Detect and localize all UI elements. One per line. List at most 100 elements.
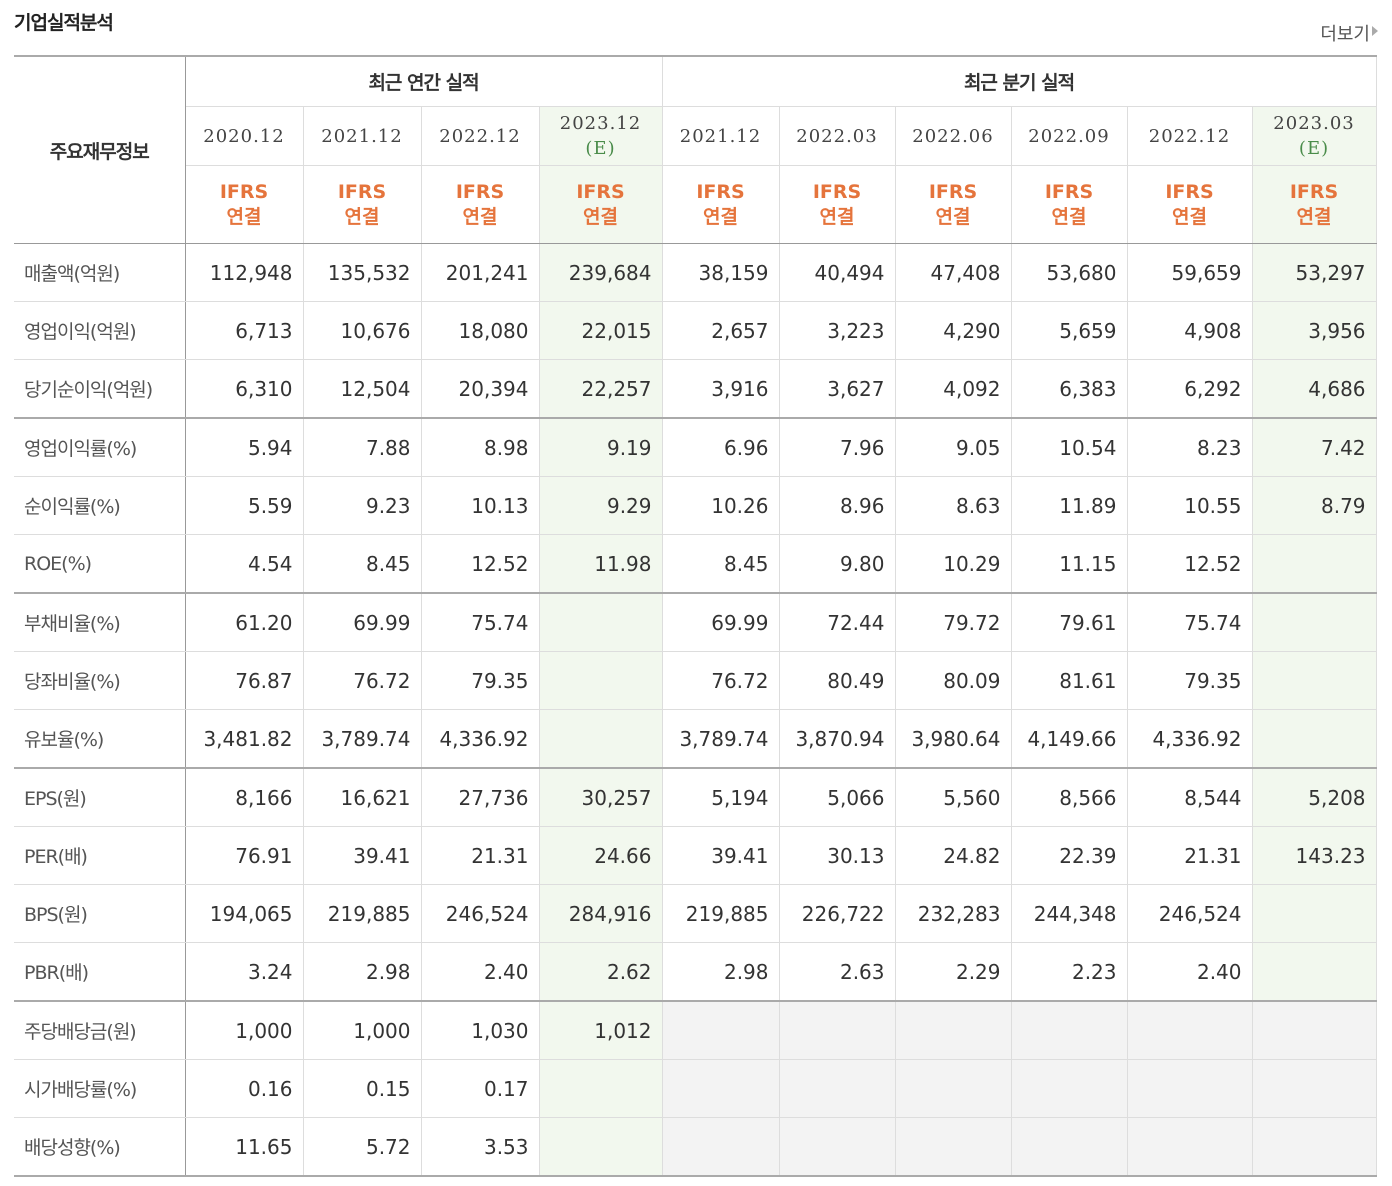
value-cell: 10.54 xyxy=(1011,418,1128,477)
value-cell xyxy=(1252,884,1377,943)
basis: 연결 xyxy=(1051,205,1087,228)
value-cell xyxy=(1127,1117,1253,1177)
value-cell: 79.72 xyxy=(895,593,1012,652)
value-cell: 4,149.66 xyxy=(1011,709,1128,769)
row-label: PBR(배) xyxy=(14,942,186,1002)
basis: 연결 xyxy=(1296,205,1332,228)
value-cell xyxy=(1127,1059,1253,1118)
standard: IFRS xyxy=(455,180,505,203)
period-header: 2022.12 xyxy=(421,106,540,166)
data-row: 영업이익(억원) 6,713 10,676 18,080 22,015 2,657 3,22… xyxy=(14,301,1377,360)
value-cell xyxy=(1252,709,1377,769)
standard: IFRS xyxy=(219,180,269,203)
value-cell: 5,560 xyxy=(895,768,1012,827)
row-label: 순이익률(%) xyxy=(14,476,186,535)
standard: IFRS xyxy=(1044,180,1094,203)
ifrs-header: IFRS 연결 xyxy=(1127,165,1253,244)
section-title: 기업실적분석 xyxy=(14,12,114,34)
data-row: 당좌비율(%) 76.87 76.72 79.35 76.72 80.49 80.09 81.… xyxy=(14,651,1377,710)
value-cell: 3,481.82 xyxy=(185,709,304,769)
period-header: 2021.12 xyxy=(303,106,422,166)
value-cell: 8.63 xyxy=(895,476,1012,535)
standard: IFRS xyxy=(337,180,387,203)
period-header: 2023.12 (E) xyxy=(539,106,663,166)
value-cell xyxy=(539,1059,663,1118)
data-row: 순이익률(%) 5.59 9.23 10.13 9.29 10.26 8.96 8.63 11.… xyxy=(14,476,1377,535)
value-cell: 69.99 xyxy=(661,593,780,652)
value-cell: 219,885 xyxy=(661,884,780,943)
ifrs-header: IFRS 연결 xyxy=(661,165,780,244)
ifrs-header: IFRS 연결 xyxy=(1252,165,1377,244)
data-row: 부채비율(%) 61.20 69.99 75.74 69.99 72.44 79.72 79.… xyxy=(14,593,1377,652)
value-cell: 9.23 xyxy=(303,476,422,535)
value-cell: 38,159 xyxy=(661,243,780,302)
value-cell xyxy=(895,1117,1012,1177)
value-cell xyxy=(1252,1001,1377,1060)
group-header: 최근 연간 실적 xyxy=(185,55,663,107)
value-cell: 3,223 xyxy=(779,301,896,360)
ifrs-header: IFRS 연결 xyxy=(421,165,540,244)
ifrs-row: IFRS 연결 IFRS 연결 IFRS 연결 IFRS 연결 IFRS 연결 IFRS 연결 IFRS… xyxy=(14,165,1377,244)
value-cell xyxy=(895,1059,1012,1118)
value-cell: 2,657 xyxy=(661,301,780,360)
estimate-note: (E) xyxy=(585,138,616,159)
value-cell: 75.74 xyxy=(421,593,540,652)
data-row: 주당배당금(원) 1,000 1,000 1,030 1,012 xyxy=(14,1001,1377,1060)
value-cell: 22.39 xyxy=(1011,826,1128,885)
value-cell: 239,684 xyxy=(539,243,663,302)
value-cell: 8.79 xyxy=(1252,476,1377,535)
value-cell: 12.52 xyxy=(421,534,540,594)
more-link[interactable]: 더보기 xyxy=(1320,24,1370,45)
value-cell xyxy=(1127,1001,1253,1060)
value-cell: 8.98 xyxy=(421,418,540,477)
standard: IFRS xyxy=(1165,180,1214,203)
value-cell: 40,494 xyxy=(779,243,896,302)
value-cell xyxy=(1011,1059,1128,1118)
value-cell: 30,257 xyxy=(539,768,663,827)
standard: IFRS xyxy=(928,180,978,203)
more-arrow[interactable] xyxy=(1372,26,1378,36)
basis: 연결 xyxy=(935,205,971,228)
period-header: 2022.06 xyxy=(895,106,1012,166)
row-label: 영업이익률(%) xyxy=(14,418,186,477)
value-cell: 2.40 xyxy=(1127,942,1253,1002)
value-cell: 11.15 xyxy=(1011,534,1128,594)
row-label: 시가배당률(%) xyxy=(14,1059,186,1118)
value-cell xyxy=(779,1001,896,1060)
period-header: 2021.12 xyxy=(661,106,780,166)
value-cell: 3.24 xyxy=(185,942,304,1002)
value-cell: 6,292 xyxy=(1127,359,1253,419)
value-cell xyxy=(661,1117,780,1177)
value-cell xyxy=(661,1059,780,1118)
value-cell xyxy=(1252,651,1377,710)
value-cell: 6.96 xyxy=(661,418,780,477)
value-cell xyxy=(539,1117,663,1177)
value-cell: 21.31 xyxy=(1127,826,1253,885)
row-label: EPS(원) xyxy=(14,768,186,827)
value-cell: 4,336.92 xyxy=(421,709,540,769)
standard: IFRS xyxy=(576,180,625,203)
value-cell: 0.16 xyxy=(185,1059,304,1118)
ifrs-header: IFRS 연결 xyxy=(1011,165,1128,244)
value-cell: 10.55 xyxy=(1127,476,1253,535)
value-cell: 1,012 xyxy=(539,1001,663,1060)
basis: 연결 xyxy=(1172,205,1207,228)
value-cell: 39.41 xyxy=(303,826,422,885)
data-row: EPS(원) 8,166 16,621 27,736 30,257 5,194 5,066 5… xyxy=(14,768,1377,827)
value-cell: 21.31 xyxy=(421,826,540,885)
row-label: 매출액(억원) xyxy=(14,243,186,302)
value-cell xyxy=(661,1001,780,1060)
value-cell: 76.72 xyxy=(661,651,780,710)
value-cell: 9.80 xyxy=(779,534,896,594)
value-cell: 11.98 xyxy=(539,534,663,594)
period-header: 2022.03 xyxy=(779,106,896,166)
basis: 연결 xyxy=(344,205,380,228)
data-row: 영업이익률(%) 5.94 7.88 8.98 9.19 6.96 7.96 9.05 10.5… xyxy=(14,418,1377,477)
row-label: ROE(%) xyxy=(14,534,186,594)
value-cell: 39.41 xyxy=(661,826,780,885)
value-cell xyxy=(1252,534,1377,594)
value-cell: 4,686 xyxy=(1252,359,1377,419)
value-cell: 2.40 xyxy=(421,942,540,1002)
value-cell xyxy=(779,1117,896,1177)
